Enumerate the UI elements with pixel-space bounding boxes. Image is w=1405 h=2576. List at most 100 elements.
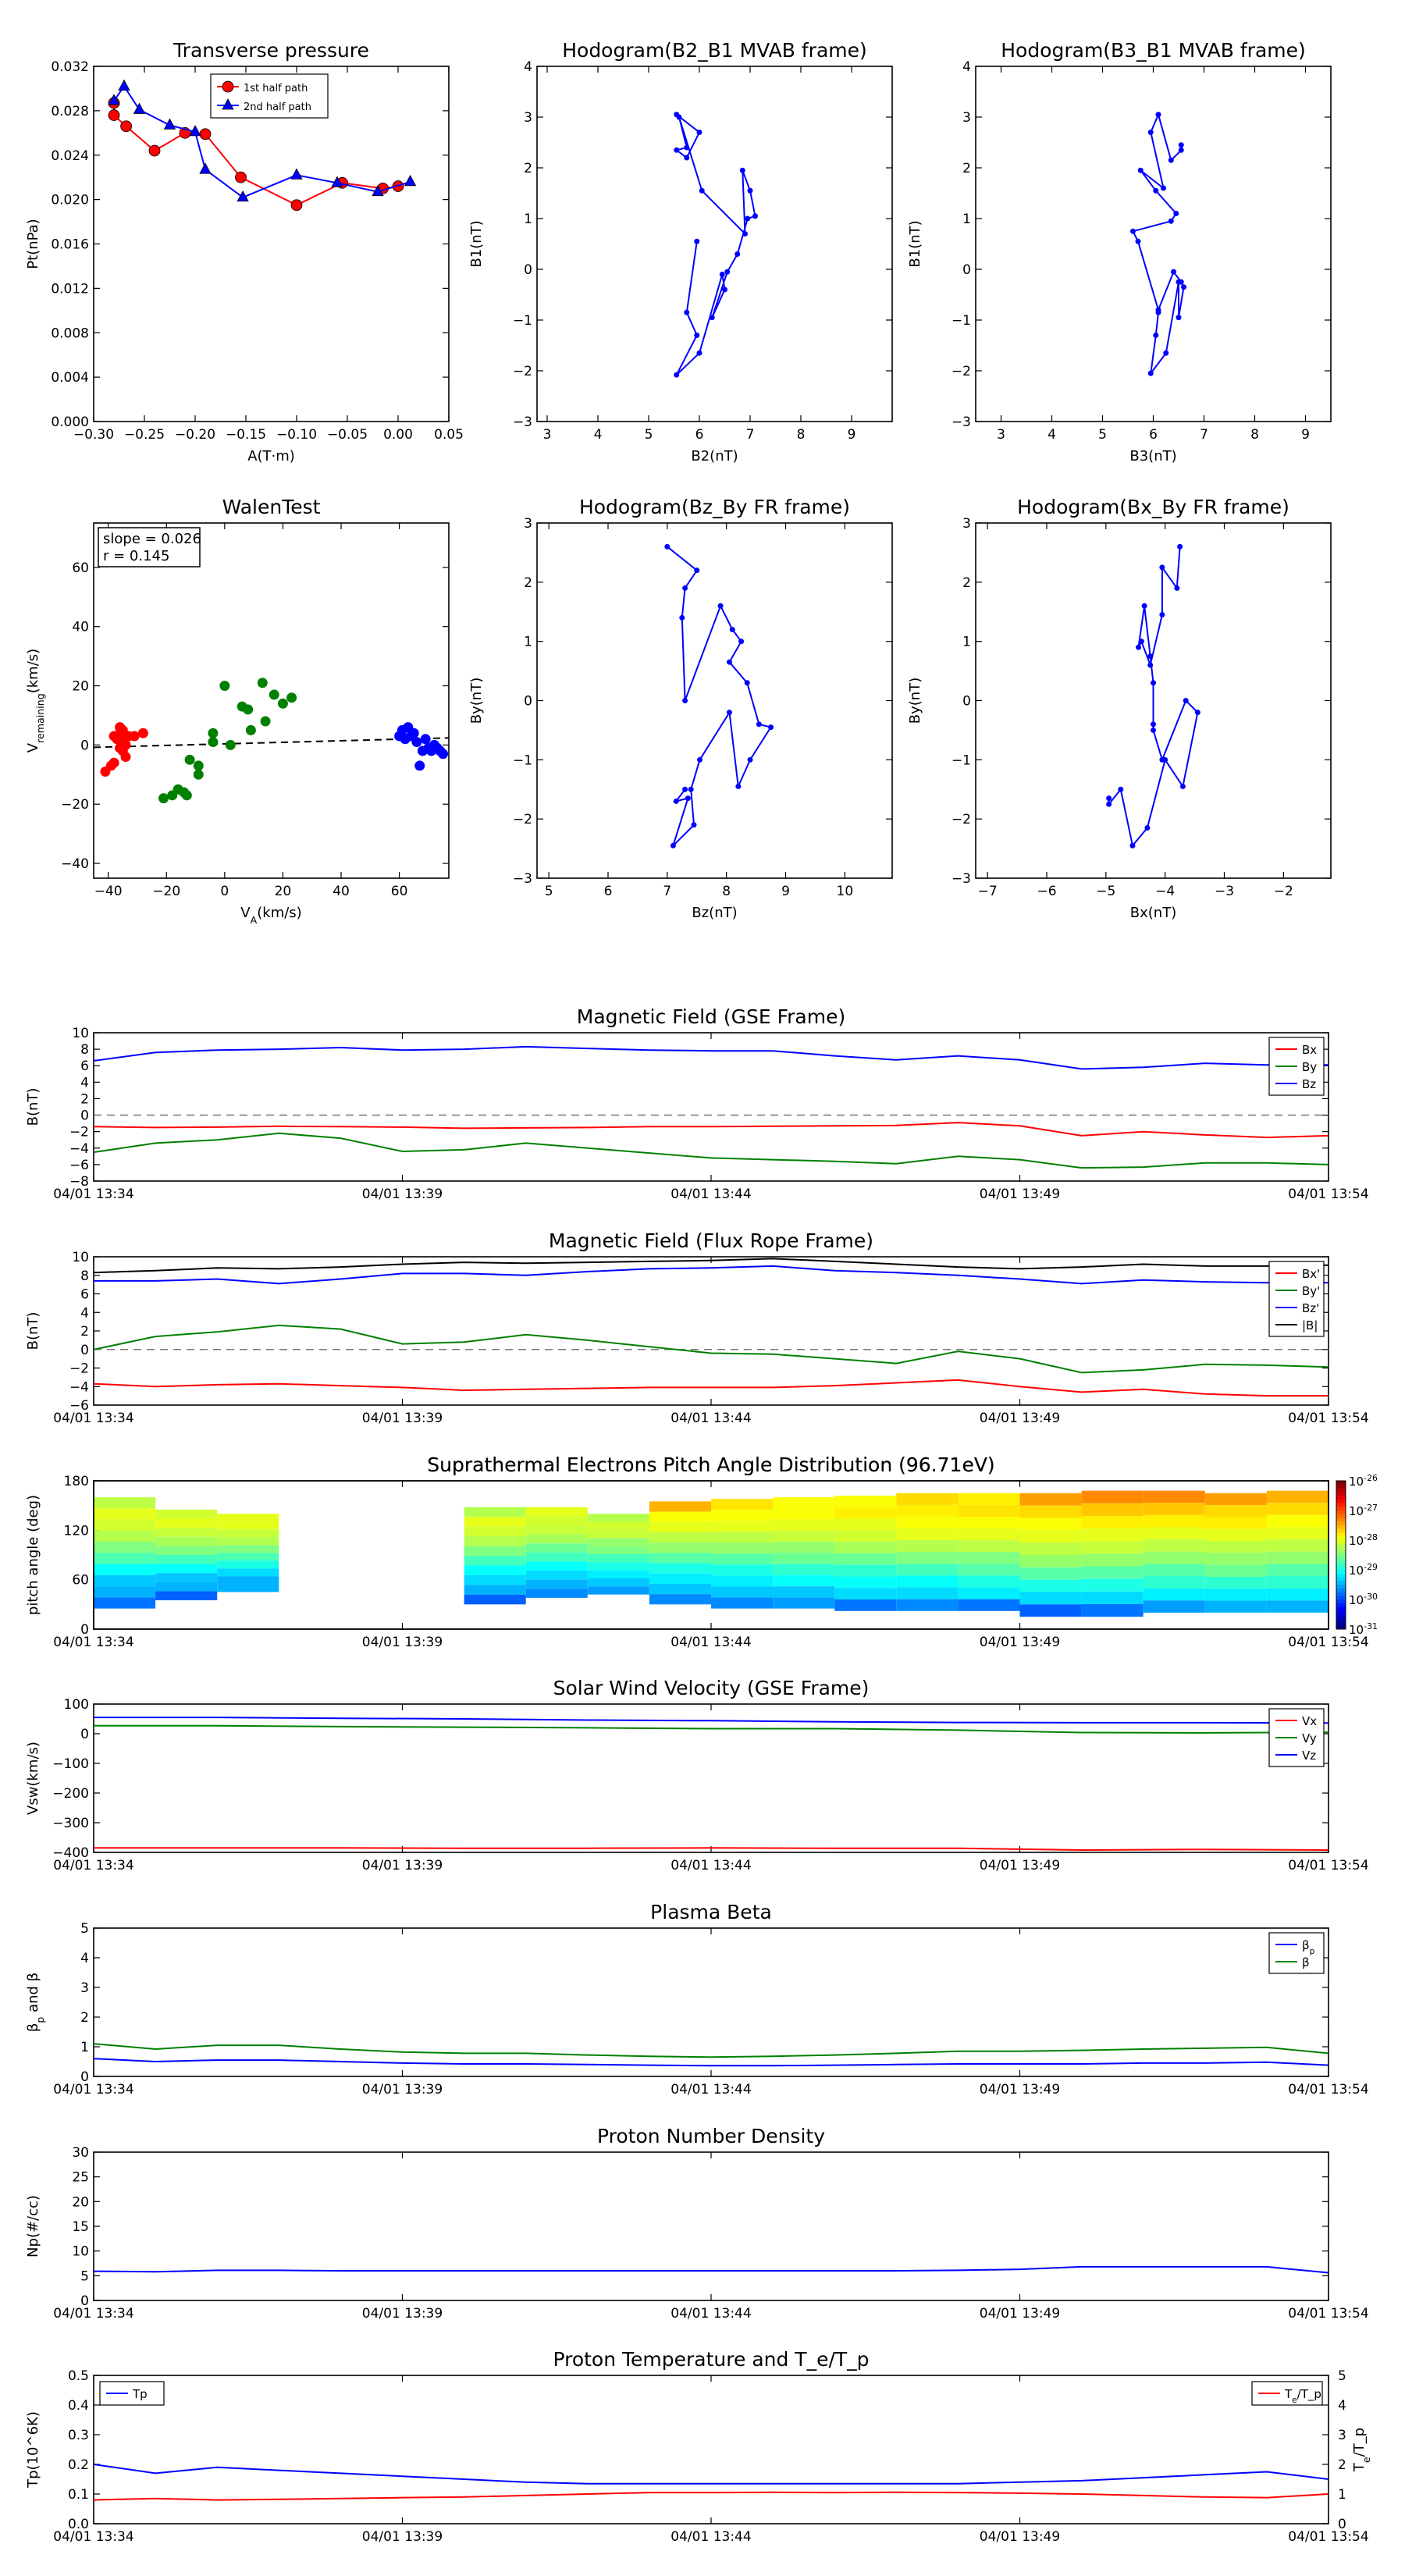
legend-label: Bx (1302, 1043, 1317, 1057)
heatmap-cell (464, 1556, 526, 1566)
heatmap-cell (1143, 1588, 1205, 1601)
colorbar-label: 10-27 (1349, 1503, 1378, 1519)
series-marker (404, 175, 417, 187)
plot-frame (93, 2151, 1329, 2301)
y-tick-label: 0 (962, 262, 971, 278)
heatmap-cell (464, 1507, 526, 1517)
y-axis-label: Vremaining(km/s) (25, 649, 46, 753)
heatmap-cell (94, 1597, 156, 1609)
y-tick-label: −3 (513, 871, 532, 887)
heatmap-cell (649, 1521, 711, 1532)
heatmap-cell (1019, 1567, 1082, 1580)
heatmap-cell (525, 1507, 588, 1517)
scatter-point (184, 754, 195, 765)
x-tick-label: 0.00 (383, 427, 413, 443)
y-tick-label: 60 (72, 560, 89, 576)
heatmap-cell (958, 1587, 1020, 1599)
x-tick-label: 04/01 13:54 (1288, 2082, 1368, 2097)
x-tick-label: 04/01 13:39 (362, 1187, 443, 1202)
series-marker (744, 680, 750, 686)
y-tick-label: −2 (513, 364, 532, 379)
heatmap-cell (1081, 1490, 1144, 1503)
x-tick-label: 04/01 13:49 (980, 1411, 1060, 1426)
series-marker (1168, 157, 1174, 163)
x-tick-label: 04/01 13:49 (980, 2082, 1060, 2097)
heatmap-cell (773, 1597, 835, 1609)
heatmap-cell (896, 1564, 959, 1576)
y-tick-label: 2 (80, 1324, 89, 1340)
colorbar-cell (1336, 1543, 1346, 1548)
x-tick-label: −0.20 (175, 427, 215, 443)
heatmap-cell (1266, 1514, 1329, 1528)
y-tick-label: 0 (524, 694, 532, 710)
colorbar-cell (1336, 1517, 1346, 1522)
y-axis-label: Vsw(km/s) (25, 1742, 41, 1815)
scatter-point (286, 692, 297, 703)
x-tick-label: −40 (94, 884, 123, 899)
colorbar-cell (1336, 1536, 1346, 1541)
heatmap-cell (1081, 1604, 1144, 1617)
heatmap-cell (1143, 1503, 1205, 1515)
heatmap-cell (1204, 1589, 1267, 1601)
y-axis-label: Tp(10^6K) (25, 2411, 41, 2489)
series-line (94, 1265, 1329, 1285)
y-tick-label: −400 (52, 1845, 89, 1861)
heatmap-cell (94, 1574, 156, 1587)
series-marker (694, 238, 700, 244)
x-tick-label: 5 (545, 884, 553, 899)
chart-title: Suprathermal Electrons Pitch Angle Distr… (427, 1453, 994, 1476)
series-marker (670, 842, 676, 849)
colorbar-cell (1336, 1492, 1346, 1496)
x-tick-label: 7 (746, 427, 755, 443)
y-axis-label: Pt(nPa) (25, 219, 41, 269)
colorbar-cell (1336, 1599, 1346, 1604)
y-axis-label: B1(nT) (907, 220, 923, 267)
series-marker (1155, 112, 1161, 118)
y-tick-label: −6 (69, 1158, 89, 1173)
series-marker (688, 786, 694, 792)
scatter-point (225, 739, 236, 750)
series-marker (1159, 612, 1165, 618)
y-tick-label: 20 (72, 2194, 89, 2210)
scatter-point (438, 749, 449, 760)
heatmap-cell (1204, 1576, 1267, 1589)
colorbar-cell (1336, 1555, 1346, 1560)
x-tick-label: 04/01 13:34 (53, 1411, 133, 1426)
series-marker (1106, 795, 1112, 802)
series-line (1108, 546, 1199, 848)
heatmap-cell (1143, 1564, 1205, 1577)
colorbar-cell (1336, 1577, 1346, 1582)
legend-label: Bz' (1302, 1301, 1319, 1315)
hodogram-bx-by-chart: Hodogram(Bx_By FR frame) −3 −2 −1 0 1 2 3 −7 −6 −5… (907, 496, 1332, 921)
y-axis-label: B1(nT) (468, 220, 485, 267)
heatmap-cell (1081, 1515, 1144, 1529)
heatmap-cell (1019, 1555, 1082, 1567)
y-tick-label: 2 (80, 2010, 89, 2026)
series-marker (1176, 279, 1182, 285)
x-tick-label: 04/01 13:34 (53, 1635, 133, 1650)
y-tick-label: 0.028 (51, 104, 89, 119)
legend-marker (222, 80, 234, 93)
y-tick-label: 0 (80, 1727, 89, 1742)
heatmap-cell (896, 1599, 959, 1611)
hodogram-b2-b1-chart: Hodogram(B2_B1 MVAB frame) −3 −2 −1 0 1 2 3 4 3 4 5… (468, 39, 893, 464)
y-tick-label: 4 (962, 59, 971, 75)
heatmap-cell (834, 1599, 897, 1611)
heatmap-cell (958, 1540, 1020, 1553)
y-tick-label: 4 (80, 1305, 89, 1321)
x-tick-label: 04/01 13:49 (980, 2529, 1060, 2545)
heatmap-cell (711, 1510, 774, 1521)
series-marker (235, 171, 247, 183)
series-marker (697, 756, 703, 763)
colorbar-cell (1336, 1573, 1346, 1578)
x-tick-label: 04/01 13:44 (670, 2082, 751, 2097)
solar-wind-velocity-chart: Solar Wind Velocity (GSE Frame) −400 −300 −… (25, 1677, 1369, 1873)
heatmap-cell (896, 1552, 959, 1564)
heatmap-cell (217, 1576, 279, 1585)
heatmap-cell (217, 1553, 279, 1561)
series-line (93, 1258, 1329, 1274)
y-tick-label: −2 (69, 1125, 89, 1140)
x-tick-label: 04/01 13:49 (980, 1635, 1060, 1650)
colorbar-label: 10-30 (1349, 1592, 1378, 1608)
series-marker (189, 125, 201, 137)
